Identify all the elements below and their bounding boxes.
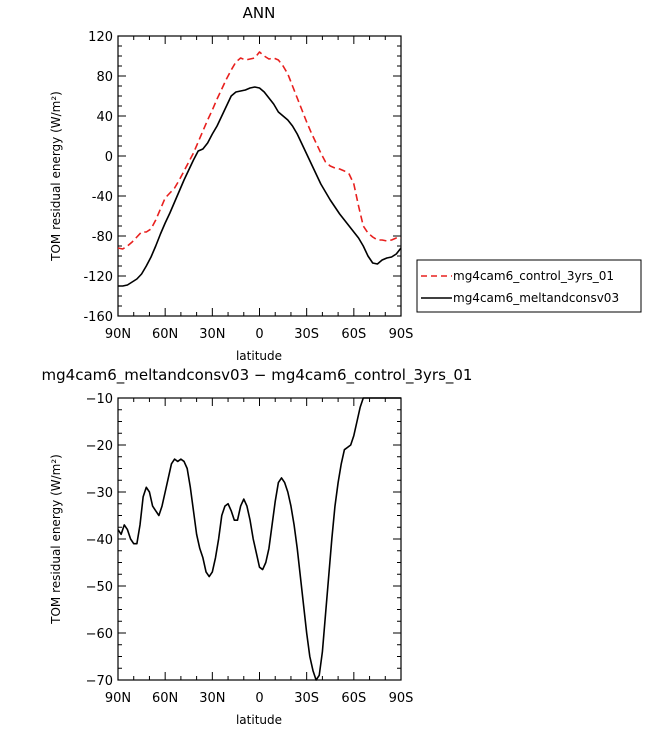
legend-label-melt: mg4cam6_meltandconsv03: [453, 291, 619, 305]
top-chart-title: ANN: [243, 4, 276, 22]
top-x-tick-label: 90S: [389, 327, 414, 342]
top-y-tick-label: -160: [83, 310, 113, 325]
bottom-y-tick-label: −30: [86, 486, 113, 501]
top-plot-frame: [117, 35, 402, 317]
bottom-x-tick-label: 90N: [105, 691, 131, 706]
bottom-y-tick-label: −10: [86, 392, 113, 407]
top-y-axis-label: TOM residual energy (W/m²): [49, 91, 63, 262]
top-series-lines: [117, 51, 402, 287]
top-x-tick-label: 60S: [341, 327, 366, 342]
top-y-tick-label: 40: [96, 110, 113, 125]
top-x-tick-label: 60N: [152, 327, 178, 342]
top-y-tick-label: 120: [88, 30, 113, 45]
bottom-series-line-0: [117, 397, 401, 681]
bottom-y-tick-label: −50: [86, 580, 113, 595]
bottom-x-tick-label: 30S: [294, 691, 319, 706]
top-axis-ticks: 90N 60N 30N 0 30S 60S 90S -160 -120 -80 -40 0 40 80 12…: [83, 30, 413, 342]
top-y-tick-label: 0: [105, 150, 113, 165]
top-x-axis-label: latitude: [236, 349, 282, 363]
bottom-plot-frame: [117, 397, 402, 681]
top-series-line-0: [117, 51, 401, 250]
bottom-y-axis-label: TOM residual energy (W/m²): [49, 454, 63, 625]
bottom-x-tick-label: 30N: [199, 691, 225, 706]
bottom-series-lines: [117, 397, 401, 681]
bottom-y-tick-label: −60: [86, 627, 113, 642]
top-y-tick-label: -120: [83, 270, 113, 285]
top-y-tick-label: -40: [92, 190, 113, 205]
legend-box: [416, 259, 642, 313]
top-x-tick-label: 0: [255, 327, 263, 342]
bottom-y-tick-label: −70: [86, 674, 113, 689]
top-x-tick-label: 90N: [105, 327, 131, 342]
bottom-x-tick-label: 60N: [152, 691, 178, 706]
bottom-x-tick-label: 60S: [341, 691, 366, 706]
bottom-x-tick-label: 90S: [389, 691, 414, 706]
bottom-x-tick-label: 0: [255, 691, 263, 706]
bottom-axis-ticks: 90N 60N 30N 0 30S 60S 90S −70 −60 −50 −40 −30 −20 −10: [86, 392, 414, 706]
top-y-tick-label: 80: [96, 70, 113, 85]
bottom-panel: mg4cam6_meltandconsv03 − mg4cam6_control…: [42, 366, 473, 727]
top-y-tick-label: -80: [92, 230, 113, 245]
bottom-chart-title: mg4cam6_meltandconsv03 − mg4cam6_control…: [42, 366, 473, 385]
legend: mg4cam6_control_3yrs_01 mg4cam6_meltandc…: [416, 259, 642, 313]
top-x-tick-label: 30N: [199, 327, 225, 342]
top-x-tick-label: 30S: [294, 327, 319, 342]
top-panel: ANN 90N 60N 30N 0 30S 60S 90S -160 -120 -80 -40 0 40…: [49, 4, 413, 363]
legend-label-control: mg4cam6_control_3yrs_01: [453, 269, 614, 283]
bottom-x-axis-label: latitude: [236, 713, 282, 727]
bottom-y-tick-label: −20: [86, 439, 113, 454]
bottom-y-tick-label: −40: [86, 533, 113, 548]
top-series-line-1: [118, 86, 402, 287]
